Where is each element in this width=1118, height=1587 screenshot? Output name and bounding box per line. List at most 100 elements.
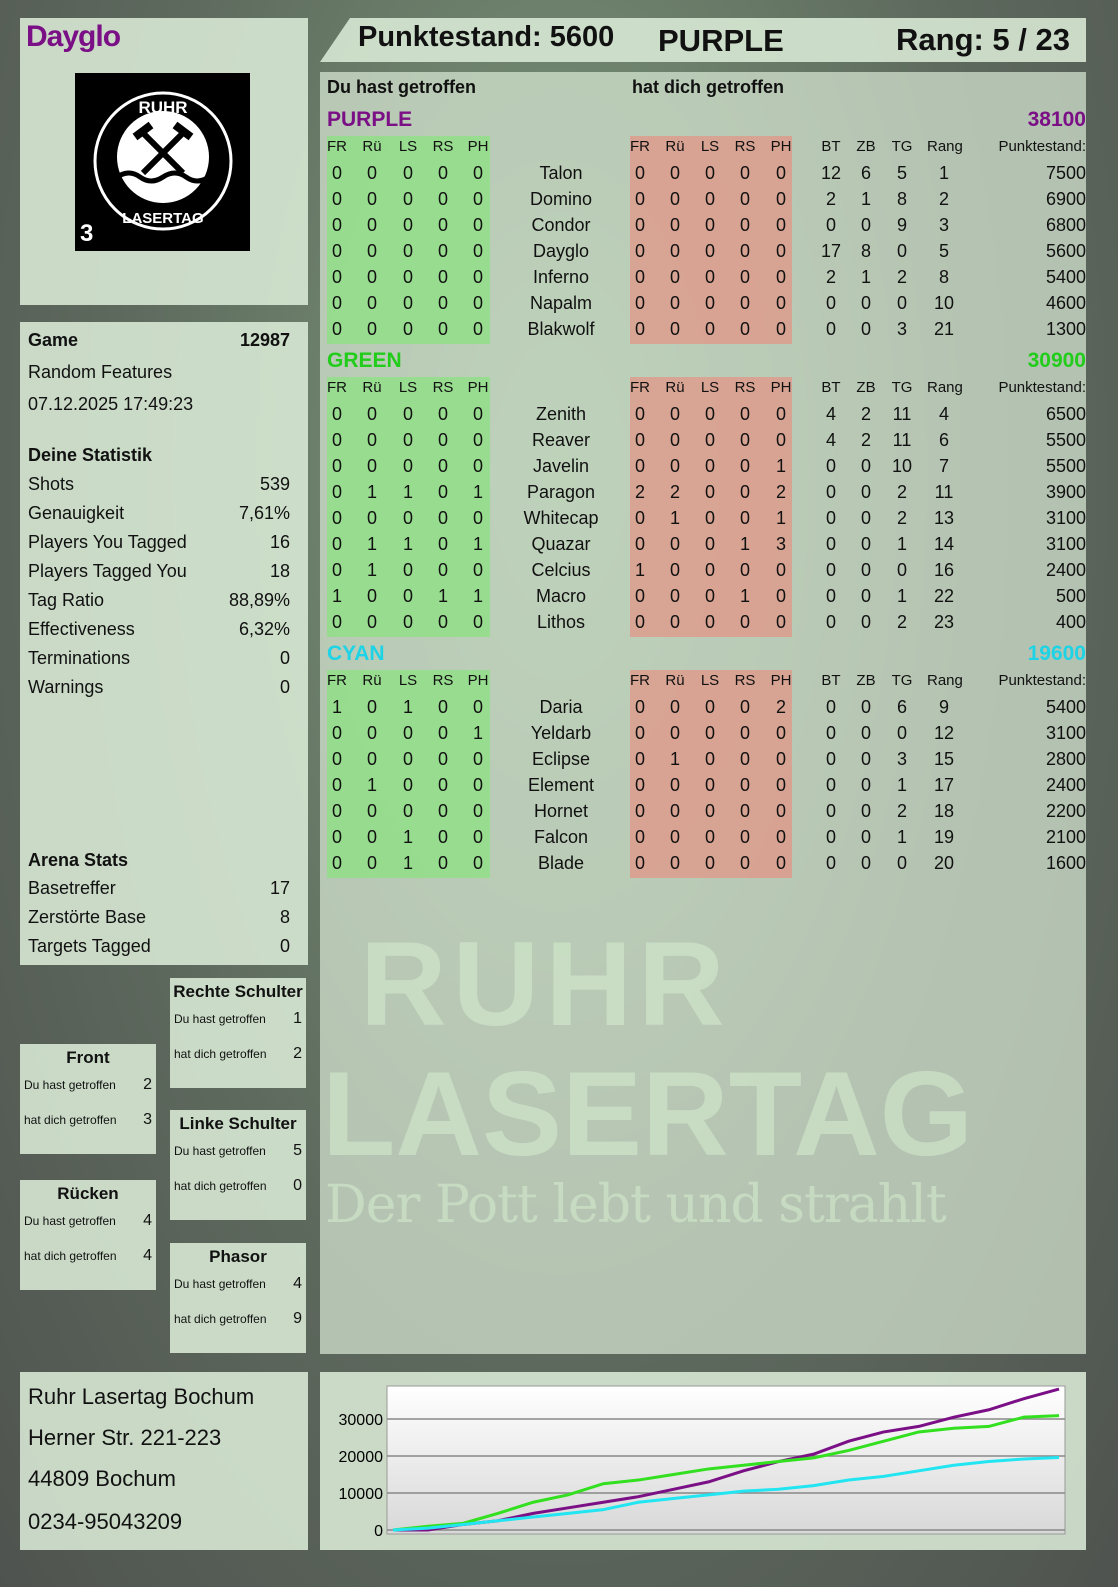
player-score: 6800: [1045, 215, 1086, 235]
svg-text:3: 3: [80, 220, 93, 247]
hit-you-cell: 0: [704, 827, 715, 847]
you-hit-cell: 0: [366, 723, 377, 743]
player-name: Falcon: [533, 827, 589, 847]
you-hit-cell: 0: [437, 853, 448, 873]
hit-you-cell: 0: [704, 560, 715, 580]
stat-tg: 3: [896, 319, 907, 339]
hit-you-cell: 2: [669, 482, 680, 502]
you-hit-cell: 0: [472, 560, 483, 580]
you-hit-cell: 0: [472, 853, 483, 873]
hit-you-cell: 0: [669, 586, 680, 606]
hit-you-cell: 0: [739, 189, 750, 209]
hit-you-cell: 0: [775, 612, 786, 632]
stat-label: Warnings: [28, 677, 104, 697]
stat-zb: 0: [860, 723, 871, 743]
column-header-RS: RS: [432, 672, 454, 689]
you-hit-cell: 1: [472, 723, 483, 743]
hit-you-label: hat dich getroffen: [174, 1312, 267, 1326]
hit-you-cell: 0: [634, 853, 645, 873]
hit-you-cell: 1: [739, 534, 750, 554]
stat-tg: 0: [896, 560, 907, 580]
player-name: Reaver: [531, 430, 591, 450]
address-street: Herner Str. 221-223: [28, 1425, 222, 1450]
game-label: Game: [28, 330, 79, 350]
hit-you-cell: 0: [704, 723, 715, 743]
stat-label: Genauigkeit: [28, 503, 125, 523]
hit-you-cell: 1: [775, 508, 786, 528]
player-name: Hornet: [533, 801, 589, 821]
hit-you-cell: 0: [775, 163, 786, 183]
you-hit-cell: 0: [366, 827, 377, 847]
stat-rang: 17: [933, 775, 955, 795]
stat-rang: 19: [933, 827, 955, 847]
hit-you-cell: 0: [739, 560, 750, 580]
body-part-phasor: Phasor Du hast getroffen 4 hat dich getroff…: [170, 1243, 306, 1353]
hit-you-cell: 0: [634, 163, 645, 183]
body-part-title: Rücken: [57, 1184, 119, 1203]
stat-label: Shots: [28, 474, 75, 494]
you-hit-cell: 1: [402, 853, 413, 873]
column-header-Rü: Rü: [362, 672, 382, 689]
stat-rang: 23: [933, 612, 955, 632]
hit-you-cell: 0: [634, 612, 645, 632]
body-part-rechte-schulter: Rechte Schulter Du hast getroffen 1 hat dic…: [170, 978, 306, 1088]
hit-you-cell: 0: [775, 293, 786, 313]
hit-you-cell: 0: [739, 482, 750, 502]
stat-rang: 10: [933, 293, 955, 313]
you-hit-cell: 0: [366, 189, 377, 209]
body-part-front: Front Du hast getroffen 2 hat dich getroffe…: [20, 1044, 156, 1154]
hit-you-cell: 0: [775, 801, 786, 821]
player-name: Lithos: [536, 612, 586, 632]
you-hit-cell: 0: [366, 612, 377, 632]
player-name: Eclipse: [531, 749, 591, 769]
column-header-LS: LS: [700, 672, 720, 689]
you-hit-cell: 1: [366, 560, 377, 580]
you-hit-label: Du hast getroffen: [24, 1078, 116, 1092]
you-hit-column-bg: [327, 377, 490, 637]
player-score: 4600: [1045, 293, 1086, 313]
hit-you-cell: 0: [704, 508, 715, 528]
team-score: 19600: [1027, 642, 1086, 665]
hit-you-cell: 0: [669, 241, 680, 261]
hit-you-cell: 0: [669, 163, 680, 183]
column-header-PH: PH: [467, 379, 489, 396]
body-part-linke-schulter: Linke Schulter Du hast getroffen 5 hat dich…: [170, 1110, 306, 1220]
you-hit-label: Du hast getroffen: [174, 1144, 266, 1158]
you-hit-label: Du hast getroffen: [174, 1012, 266, 1026]
hit-you-cell: 0: [669, 560, 680, 580]
hit-you-cell: 0: [739, 456, 750, 476]
you-hit-cell: 1: [402, 697, 413, 717]
stat-zb: 0: [860, 775, 871, 795]
stat-tg: 8: [896, 189, 907, 209]
hit-you-cell: 0: [775, 189, 786, 209]
stat-tg: 6: [896, 697, 907, 717]
you-hit-cell: 0: [437, 560, 448, 580]
you-hit-cell: 0: [472, 293, 483, 313]
hit-you-cell: 0: [634, 827, 645, 847]
hit-you-cell: 0: [739, 723, 750, 743]
stat-label: Players You Tagged: [28, 532, 187, 552]
arena-stat-label: Basetreffer: [28, 878, 116, 898]
you-hit-value: 1: [293, 1010, 302, 1027]
stat-tg: 0: [896, 241, 907, 261]
you-hit-cell: 0: [437, 697, 448, 717]
stat-value: 6,32%: [238, 619, 290, 639]
hit-you-cell: 0: [739, 319, 750, 339]
you-hit-cell: 0: [402, 723, 413, 743]
column-header-LS: LS: [398, 138, 418, 155]
hit-you-cell: 0: [634, 293, 645, 313]
hit-you-cell: 2: [775, 482, 786, 502]
player-score: 500: [1055, 586, 1086, 606]
you-hit-cell: 0: [437, 508, 448, 528]
player-score: 6900: [1045, 189, 1086, 209]
you-hit-cell: 0: [331, 189, 342, 209]
stats-panel: Game 12987 Random Features 07.12.2025 17…: [20, 322, 308, 965]
column-header-RS: RS: [734, 138, 756, 155]
stat-tg: 2: [896, 801, 907, 821]
stat-rang: 14: [933, 534, 955, 554]
player-name: Inferno: [532, 267, 590, 287]
hit-you-label: hat dich getroffen: [24, 1113, 117, 1127]
column-header-TG: TG: [891, 379, 913, 396]
player-name: Yeldarb: [530, 723, 592, 743]
you-hit-cell: 0: [402, 163, 413, 183]
